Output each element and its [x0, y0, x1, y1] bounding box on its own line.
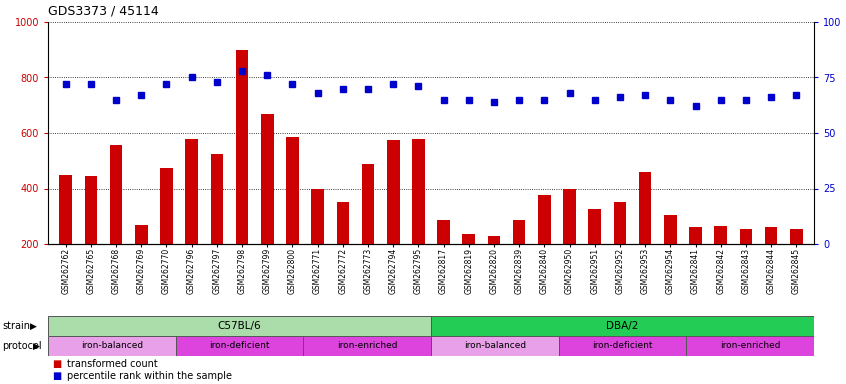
Text: iron-enriched: iron-enriched	[720, 341, 780, 351]
Bar	[437, 220, 450, 244]
Bar	[589, 209, 601, 244]
Text: ■: ■	[52, 359, 62, 369]
Bar	[85, 176, 97, 244]
Bar	[790, 229, 803, 244]
Bar	[513, 220, 525, 244]
Bar	[431, 336, 558, 356]
Text: GDS3373 / 45114: GDS3373 / 45114	[48, 4, 159, 17]
Text: transformed count: transformed count	[68, 359, 158, 369]
Bar	[48, 336, 176, 356]
Bar	[110, 146, 123, 244]
Bar	[765, 227, 777, 244]
Bar	[362, 164, 374, 244]
Text: iron-enriched: iron-enriched	[337, 341, 398, 351]
Text: strain: strain	[2, 321, 30, 331]
Text: iron-deficient: iron-deficient	[592, 341, 653, 351]
Bar	[431, 316, 814, 336]
Bar	[739, 229, 752, 244]
Bar	[387, 140, 399, 244]
Bar	[558, 336, 686, 356]
Bar	[613, 202, 626, 244]
Bar	[563, 189, 576, 244]
Bar	[160, 168, 173, 244]
Bar	[176, 336, 304, 356]
Bar	[211, 154, 223, 244]
Bar	[286, 137, 299, 244]
Text: ▶: ▶	[33, 341, 40, 351]
Bar	[664, 215, 677, 244]
Text: iron-deficient: iron-deficient	[209, 341, 270, 351]
Bar	[337, 202, 349, 244]
Text: percentile rank within the sample: percentile rank within the sample	[68, 371, 233, 381]
Text: protocol: protocol	[2, 341, 41, 351]
Bar	[538, 195, 551, 244]
Bar	[412, 139, 425, 244]
Bar	[135, 225, 147, 244]
Bar	[715, 226, 727, 244]
Bar	[686, 336, 814, 356]
Text: C57BL/6: C57BL/6	[217, 321, 261, 331]
Bar	[487, 236, 500, 244]
Bar	[48, 316, 431, 336]
Text: DBA/2: DBA/2	[607, 321, 639, 331]
Bar	[261, 114, 273, 244]
Bar	[311, 189, 324, 244]
Bar	[185, 139, 198, 244]
Bar	[463, 234, 475, 244]
Text: iron-balanced: iron-balanced	[464, 341, 526, 351]
Bar	[236, 50, 249, 244]
Text: iron-balanced: iron-balanced	[80, 341, 143, 351]
Bar	[689, 227, 702, 244]
Text: ■: ■	[52, 371, 62, 381]
Bar	[59, 175, 72, 244]
Bar	[639, 172, 651, 244]
Text: ▶: ▶	[30, 321, 37, 331]
Bar	[304, 336, 431, 356]
